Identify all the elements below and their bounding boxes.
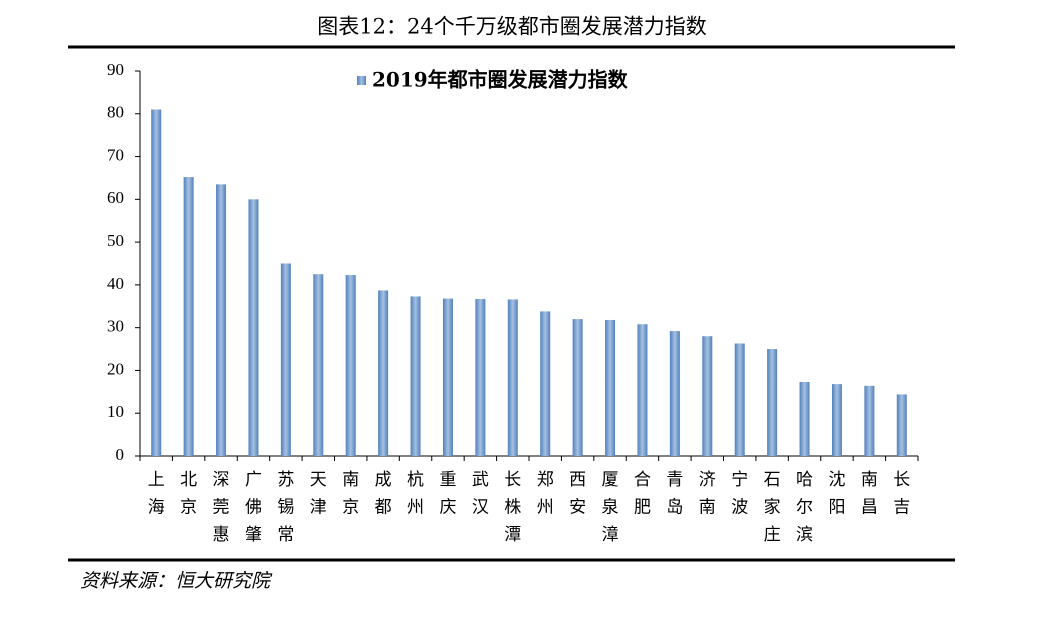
x-tick-label: 南昌 <box>861 470 878 518</box>
x-tick-label: 长吉 <box>893 470 910 518</box>
source: 资料来源：恒大研究院 <box>80 570 273 592</box>
x-tick-label: 杭州 <box>407 470 424 518</box>
x-tick-label: 深莞惠 <box>213 470 230 545</box>
y-tick-label: 70 <box>107 145 124 164</box>
x-tick-label: 广佛肇 <box>245 470 262 545</box>
bar <box>864 385 875 456</box>
x-tick-label: 南京 <box>342 470 359 518</box>
x-tick-label: 济南 <box>699 470 716 518</box>
x-tick-label: 长株潭 <box>504 470 521 545</box>
legend-swatch <box>357 76 366 85</box>
bar <box>669 331 680 456</box>
bar <box>702 336 713 456</box>
bar <box>475 299 486 456</box>
x-tick-label: 北京 <box>180 470 197 518</box>
y-tick-label: 90 <box>107 60 124 79</box>
bar <box>572 319 583 456</box>
x-tick-label: 重庆 <box>439 470 456 518</box>
bar <box>280 263 291 456</box>
bar <box>507 299 518 456</box>
x-tick-label: 石家庄 <box>764 470 781 545</box>
bar <box>831 384 842 456</box>
y-tick-label: 80 <box>107 103 124 122</box>
bar <box>378 290 389 456</box>
bar <box>313 274 324 456</box>
x-tick-label: 苏锡常 <box>277 470 294 545</box>
x-tick-label: 武汉 <box>472 470 489 518</box>
bar <box>734 343 745 456</box>
x-tick-label: 天津 <box>310 470 327 518</box>
x-tick-label: 厦泉漳 <box>602 470 619 545</box>
bar <box>442 298 453 456</box>
x-tick-label: 成都 <box>375 470 392 518</box>
bar <box>767 349 778 456</box>
x-tick-label: 上海 <box>148 470 165 518</box>
y-tick-label: 20 <box>107 359 124 378</box>
x-tick-label: 沈阳 <box>828 470 845 518</box>
x-tick-label: 青岛 <box>666 470 683 518</box>
bar <box>151 109 162 456</box>
figure-title: 图表12：24个千万级都市圈发展潜力指数 <box>317 15 706 39</box>
x-tick-label: 哈尔滨 <box>796 470 813 545</box>
bar <box>216 184 227 456</box>
bar <box>248 199 259 457</box>
legend-label: 2019年都市圈发展潜力指数 <box>372 68 629 92</box>
y-tick-label: 60 <box>107 188 124 207</box>
x-tick-label: 合肥 <box>634 470 651 518</box>
bar <box>896 394 907 456</box>
x-tick-label: 西安 <box>569 470 586 518</box>
bar <box>799 381 810 456</box>
bar <box>637 324 648 456</box>
y-tick-label: 40 <box>107 274 124 293</box>
bar <box>410 296 421 456</box>
y-tick-label: 10 <box>107 402 124 421</box>
bar <box>183 177 194 457</box>
bar <box>605 319 616 456</box>
bar <box>540 311 551 456</box>
bar <box>345 275 356 456</box>
x-tick-label: 宁波 <box>731 470 748 518</box>
x-tick-label: 郑州 <box>537 470 554 518</box>
y-tick-label: 0 <box>116 445 125 464</box>
y-tick-label: 50 <box>107 231 124 250</box>
y-tick-label: 30 <box>107 317 124 336</box>
